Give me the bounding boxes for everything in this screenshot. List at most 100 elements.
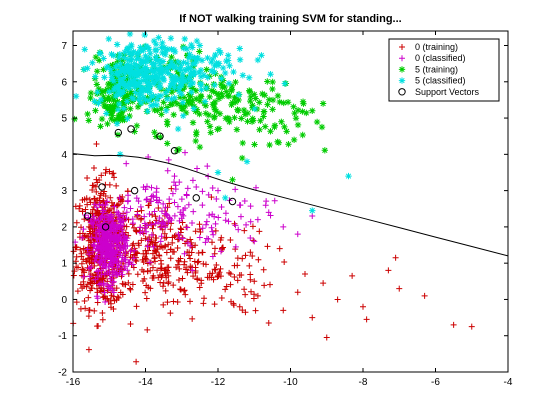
- data-point: [225, 52, 232, 59]
- data-point: [160, 220, 167, 227]
- data-point: [113, 232, 120, 239]
- data-point: [97, 244, 104, 251]
- data-point: [215, 91, 222, 99]
- data-point: [189, 219, 196, 226]
- data-point: [94, 295, 101, 302]
- data-point: [229, 176, 236, 183]
- data-point: [239, 307, 246, 314]
- data-point: [157, 133, 164, 141]
- data-point: [261, 92, 268, 99]
- data-point: [178, 105, 186, 113]
- data-point: [253, 184, 260, 191]
- data-point: [151, 208, 158, 215]
- data-point: [158, 208, 165, 215]
- data-point: [163, 95, 171, 103]
- data-point: [269, 78, 276, 86]
- data-point: [188, 88, 195, 96]
- data-point: [73, 219, 80, 226]
- data-point: [142, 289, 149, 296]
- data-point: [148, 66, 155, 73]
- data-point: [237, 213, 244, 220]
- data-point: [231, 273, 238, 280]
- data-point: [85, 294, 92, 301]
- data-point: [180, 112, 187, 119]
- data-point: [254, 216, 261, 223]
- data-point: [179, 74, 186, 81]
- data-point: [248, 288, 255, 295]
- data-point: [302, 271, 308, 278]
- data-point: [136, 77, 144, 85]
- data-point: [106, 268, 113, 275]
- data-point: [323, 334, 330, 341]
- data-point: [212, 266, 219, 273]
- data-point: [126, 30, 134, 38]
- data-point: [123, 98, 131, 105]
- data-point: [150, 37, 158, 45]
- data-point: [110, 235, 117, 242]
- data-point: [154, 246, 161, 253]
- data-point: [115, 209, 122, 216]
- data-point: [98, 271, 105, 278]
- data-point: [123, 209, 130, 216]
- data-point: [217, 49, 224, 56]
- data-point: [143, 282, 150, 289]
- data-point: [145, 242, 152, 249]
- data-point: [231, 94, 238, 102]
- data-point: [119, 222, 126, 229]
- data-point: [232, 186, 239, 193]
- data-point: [113, 41, 121, 48]
- data-point: [163, 211, 170, 218]
- data-point: [209, 228, 216, 235]
- data-point: [285, 141, 292, 148]
- data-point: [148, 93, 155, 101]
- data-point: [70, 272, 77, 279]
- data-point: [202, 261, 209, 268]
- data-point: [152, 133, 160, 140]
- data-point: [127, 205, 134, 212]
- data-point: [275, 139, 283, 146]
- data-point: [108, 50, 115, 58]
- x-tick-label: -4: [504, 377, 513, 388]
- data-point: [92, 183, 99, 190]
- data-point: [102, 170, 109, 177]
- data-point: [210, 114, 218, 122]
- data-point: [85, 346, 92, 353]
- series-5-classified-: [72, 30, 352, 214]
- data-point: [159, 65, 167, 72]
- data-point: [80, 278, 87, 285]
- data-point: [84, 255, 91, 262]
- data-point: [222, 210, 229, 217]
- data-point: [468, 323, 475, 330]
- data-point: [218, 295, 225, 302]
- data-point: [208, 58, 215, 66]
- data-point: [218, 75, 225, 82]
- data-point: [157, 70, 165, 78]
- data-point: [184, 224, 191, 231]
- data-point: [211, 266, 218, 273]
- data-point: [212, 51, 219, 59]
- data-point: [97, 123, 104, 130]
- data-point: [103, 260, 110, 267]
- data-point: [127, 69, 135, 76]
- data-point: [126, 85, 133, 92]
- x-tick-label: -8: [359, 377, 368, 388]
- data-point: [140, 259, 147, 266]
- data-point: [100, 294, 107, 301]
- legend-marker: [398, 88, 406, 96]
- data-point: [123, 76, 130, 84]
- data-point: [159, 74, 166, 82]
- data-point: [132, 79, 140, 86]
- data-point: [294, 289, 301, 296]
- data-point: [121, 82, 128, 89]
- data-point: [269, 106, 276, 113]
- data-point: [111, 268, 118, 275]
- data-point: [151, 254, 158, 261]
- data-point: [171, 48, 179, 56]
- data-point: [175, 70, 182, 78]
- data-point: [234, 277, 241, 284]
- data-point: [180, 59, 187, 66]
- data-point: [313, 118, 321, 126]
- data-point: [87, 94, 94, 102]
- data-point: [183, 45, 191, 53]
- data-point: [166, 215, 173, 222]
